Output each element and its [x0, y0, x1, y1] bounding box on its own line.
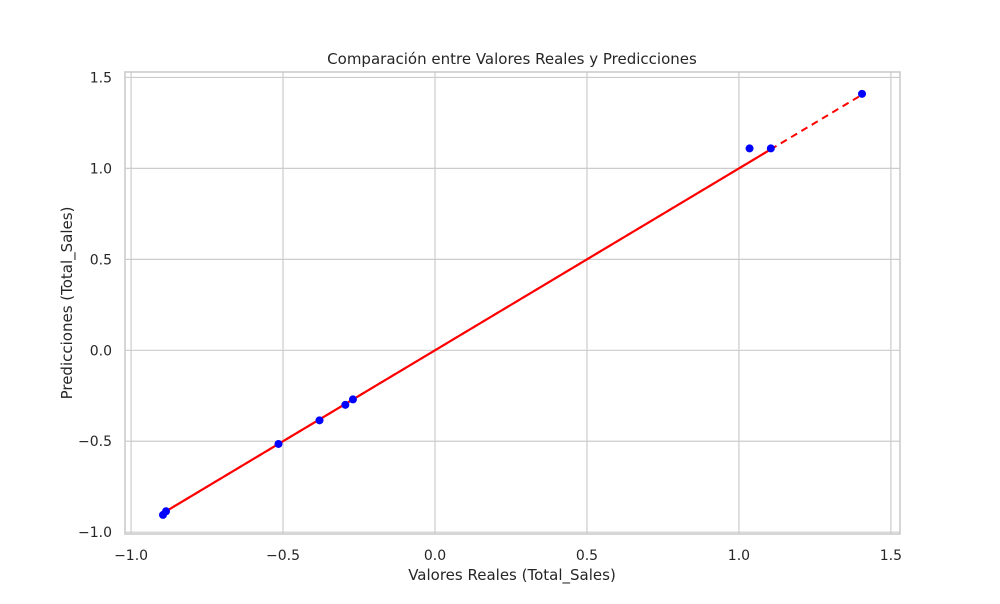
y-tick-label: −0.5	[78, 434, 112, 450]
x-tick-label: 1.5	[880, 548, 902, 564]
x-tick-label: −0.5	[266, 548, 300, 564]
chart-title: Comparación entre Valores Reales y Predi…	[327, 50, 697, 68]
prediction-line	[162, 148, 772, 515]
data-point	[315, 416, 324, 425]
x-tick-label: 1.0	[728, 548, 750, 564]
y-tick-label: −1.0	[78, 525, 112, 541]
y-tick-label: 1.5	[90, 70, 112, 86]
grid	[125, 72, 900, 534]
data-point	[348, 395, 357, 404]
data-point	[341, 400, 350, 409]
plot-frame	[124, 71, 901, 535]
data-point	[162, 507, 171, 516]
data-point	[858, 89, 867, 98]
y-axis-title: Predicciones (Total_Sales)	[58, 207, 77, 400]
x-axis-title: Valores Reales (Total_Sales)	[408, 566, 616, 585]
y-ticks: −1.0 −0.5 0.0 0.5 1.0 1.5	[78, 70, 112, 541]
y-tick-label: 0.0	[90, 343, 112, 359]
points-layer	[158, 89, 867, 519]
data-point	[274, 439, 283, 448]
x-tick-label: −1.0	[114, 548, 148, 564]
x-ticks: −1.0 −0.5 0.0 0.5 1.0 1.5	[114, 548, 902, 564]
y-tick-label: 0.5	[90, 252, 112, 268]
x-tick-label: 0.5	[576, 548, 598, 564]
data-point	[766, 144, 775, 153]
lines-layer	[162, 93, 863, 515]
data-point	[745, 144, 754, 153]
x-tick-label: 0.0	[424, 548, 446, 564]
y-tick-label: 1.0	[90, 161, 112, 177]
